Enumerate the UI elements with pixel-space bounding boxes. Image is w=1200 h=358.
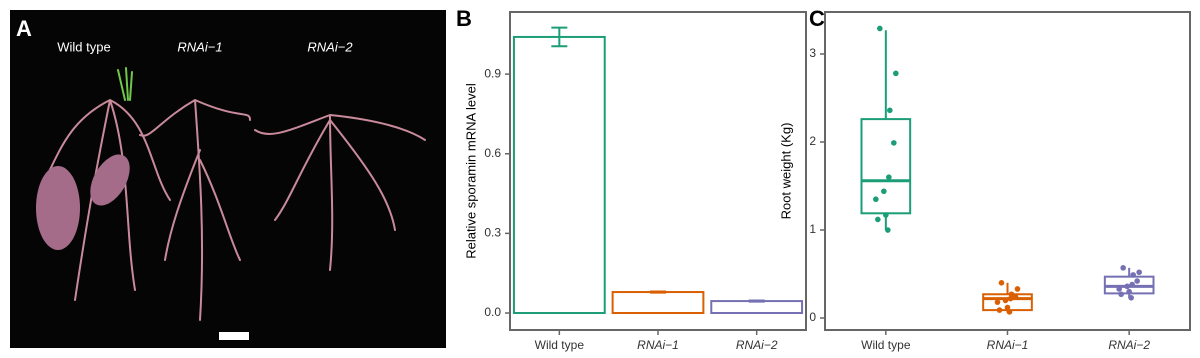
data-point	[1134, 278, 1140, 284]
bar	[710, 300, 804, 315]
data-point	[881, 188, 887, 195]
data-point	[998, 280, 1005, 286]
data-point	[1120, 265, 1126, 271]
data-point	[1118, 291, 1124, 298]
bar	[512, 35, 606, 315]
data-point	[1004, 304, 1011, 311]
x-tick-label: Wild type	[535, 338, 585, 352]
x-tick-label: RNAi−2	[736, 338, 778, 352]
data-point	[877, 25, 883, 32]
photo-label: RNAi−1	[177, 39, 222, 54]
y-tick-label: 0.9	[484, 66, 501, 80]
data-point	[1116, 286, 1122, 292]
data-point	[1128, 294, 1134, 301]
data-point	[1002, 297, 1009, 304]
data-point	[886, 174, 892, 181]
photo-panel: A Wild type RNAi−1 RNAi−2	[10, 10, 446, 348]
scale-bar	[219, 332, 249, 340]
plot-frame	[509, 11, 807, 331]
y-axis-label: Root weight (Kg)	[778, 123, 793, 220]
tuber	[36, 166, 80, 250]
panel-label: A	[16, 16, 32, 41]
x-tick-label: RNAi−1	[637, 338, 679, 352]
data-point	[1014, 286, 1021, 292]
data-point	[875, 216, 881, 223]
photo-label: RNAi−2	[307, 39, 353, 54]
photo-label: Wild type	[57, 39, 110, 54]
data-point	[1136, 269, 1142, 276]
data-point	[1124, 283, 1130, 290]
data-point	[883, 212, 889, 218]
y-tick-label: 0.6	[484, 146, 501, 160]
data-point	[885, 227, 891, 233]
y-tick-label: 0	[809, 310, 816, 324]
data-point	[1126, 288, 1132, 295]
y-tick-label: 2	[809, 134, 816, 148]
y-tick-label: 0.0	[484, 305, 501, 319]
data-point	[1130, 272, 1136, 278]
tuber	[90, 154, 130, 206]
panel-label: C	[809, 6, 825, 31]
y-tick-label: 1	[809, 222, 816, 236]
data-point	[994, 299, 1001, 305]
y-axis-label: Relative sporamin mRNA level	[463, 83, 478, 259]
data-point	[1008, 291, 1015, 298]
x-tick-label: RNAi−2	[1108, 338, 1150, 352]
box	[860, 118, 912, 215]
data-point	[1007, 295, 1014, 302]
error-bar	[551, 26, 568, 48]
panel-label: B	[456, 6, 472, 31]
data-point	[1012, 294, 1019, 300]
data-point	[891, 140, 897, 146]
y-tick-label: 0.3	[484, 226, 501, 240]
error-bar	[748, 299, 765, 303]
data-point	[893, 70, 899, 77]
bar	[611, 291, 705, 315]
data-point	[873, 196, 879, 203]
x-tick-label: RNAi−1	[987, 338, 1029, 352]
data-point	[1006, 309, 1013, 315]
y-tick-label: 3	[809, 46, 816, 60]
x-tick-label: Wild type	[861, 338, 911, 352]
data-point	[1129, 281, 1135, 288]
data-point	[887, 107, 893, 114]
data-point	[996, 307, 1003, 313]
error-bar	[650, 290, 666, 294]
